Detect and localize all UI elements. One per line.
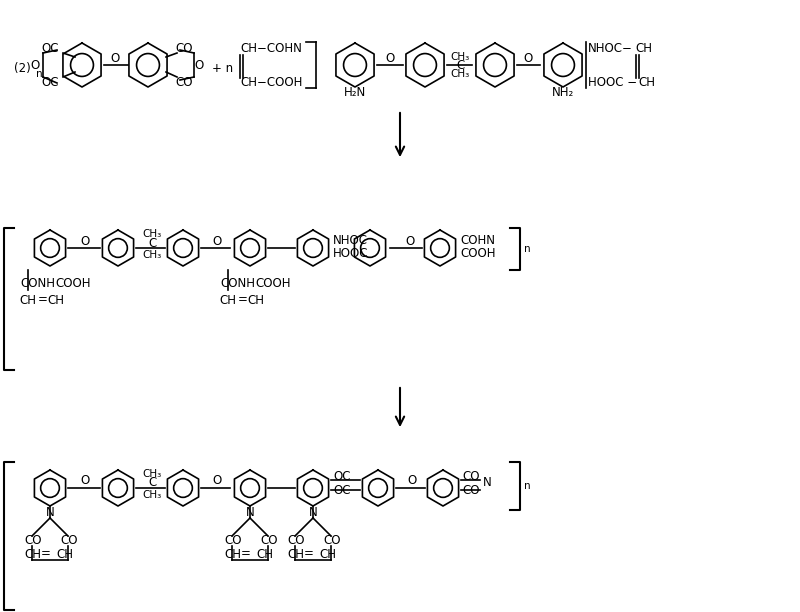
Text: O: O — [80, 234, 90, 247]
Text: C: C — [148, 477, 156, 490]
Text: HOOC: HOOC — [333, 247, 369, 259]
Text: CH₃: CH₃ — [142, 490, 162, 500]
Text: CH−COHN: CH−COHN — [240, 42, 302, 54]
Text: CO: CO — [24, 534, 42, 547]
Text: + n: + n — [212, 61, 233, 75]
Text: =: = — [38, 294, 48, 307]
Text: =: = — [304, 548, 314, 561]
Text: OC: OC — [42, 75, 58, 89]
Text: CONH: CONH — [220, 277, 255, 289]
Text: CH: CH — [19, 294, 37, 307]
Text: C: C — [148, 236, 156, 250]
Text: N: N — [246, 507, 254, 520]
Text: CO: CO — [260, 534, 278, 547]
Text: =: = — [241, 548, 251, 561]
Text: CH: CH — [219, 294, 237, 307]
Text: COOH: COOH — [255, 277, 290, 289]
Text: O: O — [407, 474, 417, 488]
Text: CH−COOH: CH−COOH — [240, 75, 302, 89]
Text: OC: OC — [333, 483, 350, 496]
Text: O: O — [212, 234, 222, 247]
Text: CO: CO — [175, 75, 193, 89]
Text: CO: CO — [224, 534, 242, 547]
Text: CO: CO — [323, 534, 341, 547]
Text: CH: CH — [287, 548, 304, 561]
Text: HOOC −: HOOC − — [588, 75, 637, 89]
Text: CH: CH — [256, 548, 273, 561]
Text: CH: CH — [319, 548, 336, 561]
Text: OC: OC — [42, 42, 58, 54]
Text: CO: CO — [462, 483, 479, 496]
Text: O: O — [30, 59, 40, 72]
Text: (2): (2) — [14, 61, 30, 75]
Text: CH: CH — [47, 294, 65, 307]
Text: NHOC: NHOC — [333, 234, 368, 247]
Text: COOH: COOH — [460, 247, 495, 259]
Text: N: N — [483, 477, 492, 490]
Text: CH₃: CH₃ — [450, 69, 470, 79]
Text: n: n — [524, 481, 530, 491]
Text: O: O — [194, 59, 203, 72]
Text: CONH: CONH — [20, 277, 55, 289]
Text: CH₃: CH₃ — [142, 469, 162, 479]
Text: O: O — [212, 474, 222, 488]
Text: CH₃: CH₃ — [142, 250, 162, 260]
Text: CH: CH — [24, 548, 41, 561]
Text: O: O — [406, 234, 414, 247]
Text: COHN: COHN — [460, 234, 495, 247]
Text: CH: CH — [56, 548, 73, 561]
Text: O: O — [80, 474, 90, 488]
Text: CH: CH — [635, 42, 652, 54]
Text: =: = — [41, 548, 51, 561]
Text: H₂N: H₂N — [344, 86, 366, 99]
Text: n: n — [524, 244, 530, 254]
Text: CO: CO — [287, 534, 305, 547]
Text: n: n — [36, 69, 42, 79]
Text: NH₂: NH₂ — [552, 86, 574, 99]
Text: N: N — [309, 507, 318, 520]
Text: CH₃: CH₃ — [142, 229, 162, 239]
Text: CH₃: CH₃ — [450, 52, 470, 62]
Text: CH: CH — [638, 75, 655, 89]
Text: O: O — [523, 51, 533, 64]
Text: C: C — [456, 59, 464, 72]
Text: N: N — [46, 507, 54, 520]
Text: NHOC−: NHOC− — [588, 42, 633, 54]
Text: CO: CO — [60, 534, 78, 547]
Text: COOH: COOH — [55, 277, 90, 289]
Text: =: = — [238, 294, 248, 307]
Text: CH: CH — [224, 548, 241, 561]
Text: OC: OC — [333, 469, 350, 482]
Text: O: O — [110, 51, 120, 64]
Text: CO: CO — [462, 469, 479, 482]
Text: O: O — [386, 51, 394, 64]
Text: CO: CO — [175, 42, 193, 54]
Text: CH: CH — [247, 294, 265, 307]
